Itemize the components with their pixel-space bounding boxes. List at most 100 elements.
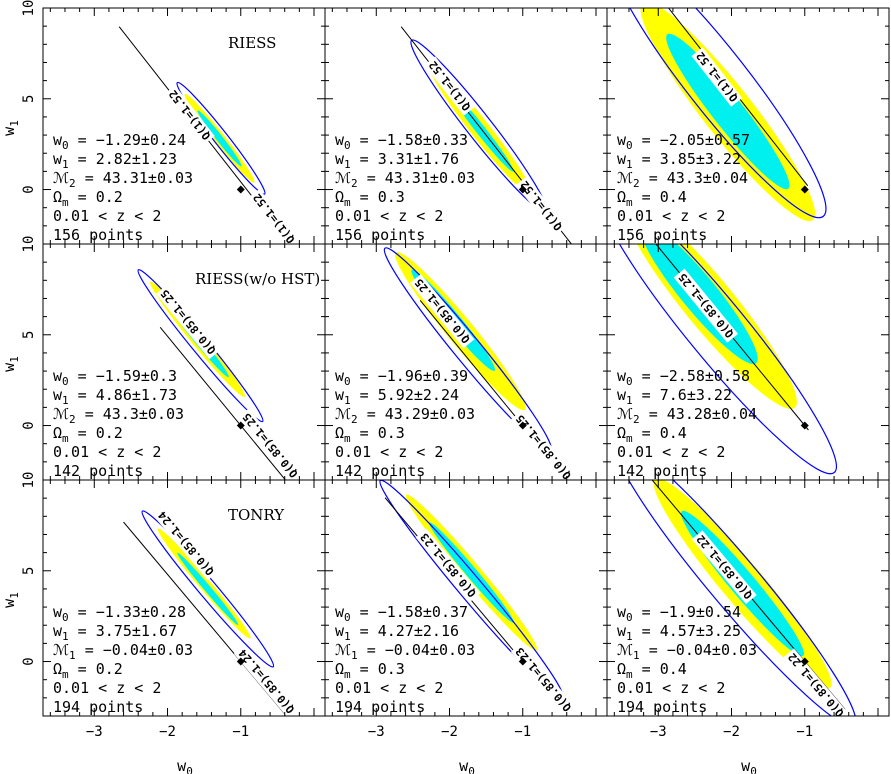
stat-w0-symbol: w (617, 131, 627, 149)
stat-omega-equals: = (633, 424, 660, 442)
x-tick-label: −3 (86, 724, 103, 740)
stat-w0-subscript: 0 (62, 375, 69, 388)
x-axis-title: w0 (177, 757, 193, 774)
stat-w0-value: −1.58±0.33 (378, 131, 468, 149)
line-label-bg (515, 176, 567, 236)
fiducial-marker (800, 185, 809, 194)
stat-omega-value: 0.4 (660, 424, 687, 442)
stat-w0-value: −1.96±0.39 (378, 367, 468, 385)
stat-points: 194 points (617, 698, 707, 716)
y-axis-title-sub: 1 (8, 356, 21, 363)
stat-omega: Ωm = 0.3 (335, 188, 405, 209)
y-tick-label: 10 (21, 0, 37, 16)
stat-w0: w0 = −1.29±0.24 (53, 131, 186, 152)
stat-omega-subscript: m (626, 668, 633, 681)
stat-omega-value: 0.2 (96, 660, 123, 678)
stat-omega-equals: = (69, 188, 96, 206)
stat-w1-symbol: w (53, 622, 63, 640)
stat-m-equals: = (358, 405, 385, 423)
stat-m-subscript: 2 (633, 413, 640, 426)
stat-points: 156 points (53, 226, 143, 244)
stat-w1: w1 = 3.85±3.22 (617, 150, 741, 171)
stat-w1-equals: = (69, 150, 96, 168)
stat-omega: Ωm = 0.2 (53, 188, 123, 209)
stat-w0-equals: = (633, 131, 660, 149)
stat-omega-equals: = (351, 660, 378, 678)
stat-m-subscript: 2 (633, 177, 640, 190)
stat-m: ℳ2 = 43.3±0.03 (53, 405, 184, 426)
stat-w1-equals: = (633, 622, 660, 640)
stat-w1-value: 3.31±1.76 (378, 150, 459, 168)
line-label-bg (237, 408, 303, 480)
stat-m-symbol: ℳ (617, 169, 633, 187)
fiducial-marker (800, 657, 809, 666)
line-label-text: Q(0.85)=1.24 (236, 646, 297, 715)
stat-z-range: 0.01 < z < 2 (617, 443, 725, 461)
stat-m-value: −0.04±0.03 (385, 641, 475, 659)
stat-omega-symbol: Ω (53, 424, 62, 442)
line-label-bg (424, 56, 475, 116)
stat-omega-subscript: m (62, 668, 69, 681)
stat-m-equals: = (640, 405, 667, 423)
stat-m-value: 43.3±0.04 (667, 169, 748, 187)
panel-title: TONRY (228, 506, 285, 524)
stat-m: ℳ1 = −0.04±0.03 (335, 641, 475, 662)
stat-w1-symbol: w (617, 150, 627, 168)
stat-omega-subscript: m (344, 668, 351, 681)
stat-m-equals: = (640, 641, 667, 659)
stat-w1-symbol: w (335, 622, 345, 640)
plot-area: Q(1)=1.52 (607, 8, 827, 222)
x-tick-label: −1 (796, 724, 813, 740)
stat-m-symbol: ℳ (335, 641, 351, 659)
stat-omega-subscript: m (62, 432, 69, 445)
contour-inner (429, 522, 514, 623)
line-label: Q(1)=1.52 (248, 188, 300, 244)
stat-w1-subscript: 1 (626, 630, 633, 643)
stat-z-range: 0.01 < z < 2 (617, 207, 725, 225)
line-label: Q(1)=1.52 (424, 56, 475, 116)
y-axis-title: w1 (0, 120, 21, 136)
stat-w0: w0 = −1.9±0.54 (617, 603, 741, 624)
stat-w1-value: 2.82±1.23 (96, 150, 177, 168)
line-label-bg (691, 530, 757, 604)
fiducial-marker (236, 657, 245, 666)
stat-w0-symbol: w (335, 367, 345, 385)
stat-omega: Ωm = 0.4 (617, 188, 687, 209)
line-label-bg (248, 188, 300, 244)
stat-m-equals: = (358, 641, 385, 659)
stat-m-symbol: ℳ (617, 405, 633, 423)
stat-w1-equals: = (633, 150, 660, 168)
stat-omega: Ωm = 0.2 (53, 424, 123, 445)
panel-frame (606, 479, 890, 717)
y-tick-label: 5 (21, 331, 37, 339)
x-tick-label: −2 (159, 724, 176, 740)
line-label-bg (510, 642, 576, 716)
stat-m-symbol: ℳ (335, 169, 351, 187)
line-label-text: Q(0.85)=1.23 (513, 645, 574, 714)
fiducial-marker (800, 421, 809, 430)
stat-points: 194 points (335, 698, 425, 716)
x-tick-label: −3 (650, 724, 667, 740)
stat-w0-value: −2.05±0.57 (660, 131, 750, 149)
stat-omega-subscript: m (344, 432, 351, 445)
stat-m: ℳ2 = 43.29±0.03 (335, 405, 475, 426)
x-axis-title: w0 (459, 757, 475, 774)
stat-w1-symbol: w (53, 386, 63, 404)
stat-w0-symbol: w (617, 367, 627, 385)
stat-w0-equals: = (351, 603, 378, 621)
stat-w1-symbol: w (335, 150, 345, 168)
stat-m-symbol: ℳ (617, 641, 633, 659)
stat-points: 156 points (335, 226, 425, 244)
stat-m: ℳ1 = −0.04±0.03 (617, 641, 757, 662)
stat-m-value: 43.28±0.04 (667, 405, 757, 423)
stat-w1: w1 = 4.86±1.73 (53, 386, 177, 407)
stat-omega: Ωm = 0.4 (617, 424, 687, 445)
x-axis-title-sub: 0 (468, 765, 475, 774)
y-tick-label: 0 (21, 421, 37, 429)
x-tick-label: −2 (723, 724, 740, 740)
stat-w1-value: 5.92±2.24 (378, 386, 459, 404)
stat-omega-value: 0.4 (660, 660, 687, 678)
stat-w1-subscript: 1 (62, 630, 69, 643)
